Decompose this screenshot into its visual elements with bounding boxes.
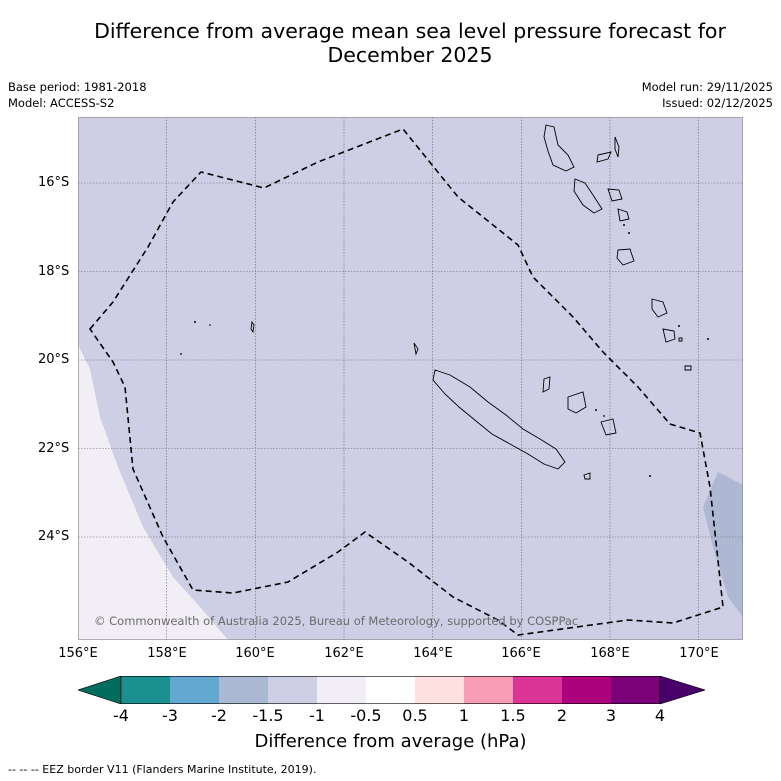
islet <box>628 232 630 234</box>
west-anomaly-region <box>78 345 228 640</box>
lat-label-24s: 24°S <box>38 529 70 544</box>
colorbar-segment-8 <box>513 676 562 704</box>
vanuatu-epi <box>607 188 623 202</box>
colorbar-label: -1.5 <box>252 706 284 725</box>
lon-label-166e: 166°E <box>501 646 541 661</box>
small-islets <box>180 224 709 477</box>
colorbar-title: Difference from average (hPa) <box>254 731 527 752</box>
base-period: Base period: 1981-2018 <box>8 80 147 94</box>
vanuatu-erromango <box>616 248 635 266</box>
map-svg <box>78 117 743 640</box>
islet <box>595 409 597 411</box>
islet <box>209 324 211 326</box>
lon-label-160e: 160°E <box>235 646 275 661</box>
hunter-island <box>684 365 692 371</box>
colorbar-label: -2 <box>211 706 227 725</box>
lon-label-162e: 162°E <box>324 646 364 661</box>
southeast-anomaly-region <box>703 472 743 617</box>
islet <box>603 415 605 417</box>
colorbar-label: 4 <box>654 706 666 725</box>
vanuatu-pentecost <box>614 136 620 158</box>
colorbar-segment-3 <box>268 676 317 704</box>
colorbar-label: 0.5 <box>402 706 428 725</box>
meta-left: Base period: 1981-2018 Model: ACCESS-S2 <box>8 79 147 111</box>
lat-label-16s: 16°S <box>38 175 70 190</box>
chesterfield-reef <box>250 320 255 334</box>
lon-label-168e: 168°E <box>590 646 630 661</box>
chart-title: Difference from average mean sea level p… <box>94 19 726 67</box>
colorbar-label: -1 <box>309 706 325 725</box>
colorbar-over-arrow <box>659 676 705 704</box>
colorbar-label: -0.5 <box>350 706 382 725</box>
loyalty-island-mare <box>600 418 617 436</box>
issued-date: Issued: 02/12/2025 <box>662 96 773 110</box>
loyalty-island-ouvea <box>542 376 551 393</box>
matthew-island <box>678 337 683 342</box>
model-run: Model run: 29/11/2025 <box>641 80 773 94</box>
vanuatu-malekula <box>573 178 603 214</box>
colorbar-segment-5 <box>366 676 415 704</box>
graticule <box>78 117 743 640</box>
colorbar-label: 2 <box>556 706 568 725</box>
eez-legend: -- -- -- EEZ border V11 (Flanders Marine… <box>8 763 317 776</box>
map-background <box>78 117 743 640</box>
model-name: Model: ACCESS-S2 <box>8 96 115 110</box>
loyalty-island-lifou <box>567 391 587 414</box>
lat-label-20s: 20°S <box>38 352 70 367</box>
lon-label-156e: 156°E <box>58 646 98 661</box>
islet <box>180 353 182 355</box>
coastlines <box>250 124 692 480</box>
colorbar-segment-1 <box>170 676 219 704</box>
colorbar-segment-4 <box>317 676 366 704</box>
colorbar-segment-0 <box>121 676 170 704</box>
lon-label-158e: 158°E <box>147 646 187 661</box>
colorbar-segment-6 <box>415 676 464 704</box>
colorbar-frame <box>120 676 661 704</box>
vanuatu-espiritu-santo <box>543 124 575 172</box>
islet <box>623 224 625 226</box>
lon-label-170e: 170°E <box>679 646 719 661</box>
meta-right: Model run: 29/11/2025 Issued: 02/12/2025 <box>642 79 773 111</box>
colorbar-segment-7 <box>464 676 513 704</box>
lat-label-22s: 22°S <box>38 441 70 456</box>
colorbar-segment-2 <box>219 676 268 704</box>
islet <box>678 325 680 327</box>
colorbar-under-arrow <box>78 676 122 704</box>
walpole-island <box>583 472 591 480</box>
colorbar-segment-9 <box>562 676 611 704</box>
colorbar-segments <box>121 676 660 704</box>
colorbar-label: 1.5 <box>500 706 526 725</box>
colorbar-label: -3 <box>162 706 178 725</box>
colorbar-label: -4 <box>113 706 129 725</box>
colorbar-label: 3 <box>605 706 617 725</box>
colorbar-segment-10 <box>611 676 660 704</box>
islet <box>707 338 709 340</box>
colorbar <box>78 676 705 704</box>
lat-label-18s: 18°S <box>38 264 70 279</box>
islet <box>649 475 651 477</box>
colorbar-label: 1 <box>458 706 470 725</box>
belep-islands <box>413 342 419 356</box>
new-caledonia-island <box>432 369 566 470</box>
vanuatu-tanna <box>651 298 668 318</box>
vanuatu-efate <box>617 208 630 222</box>
map-frame <box>78 117 743 640</box>
islet <box>194 321 196 323</box>
vanuatu-aneityum <box>662 328 676 343</box>
map-panel: © Commonwealth of Australia 2025, Bureau… <box>78 117 743 640</box>
vanuatu-ambae <box>596 151 612 163</box>
lon-label-164e: 164°E <box>413 646 453 661</box>
copyright-text: © Commonwealth of Australia 2025, Bureau… <box>94 614 579 628</box>
